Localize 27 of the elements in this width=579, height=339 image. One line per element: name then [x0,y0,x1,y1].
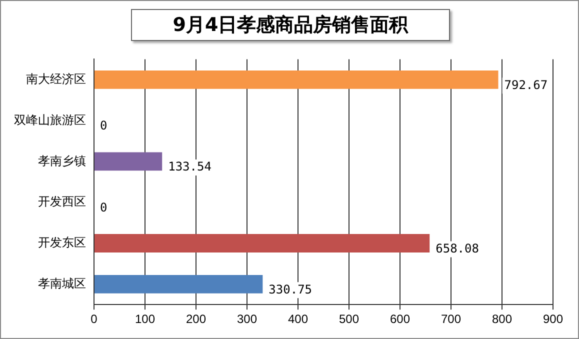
x-tick-label: 300 [236,312,258,326]
data-label: 0 [100,200,108,214]
bar [94,234,430,252]
bar [94,274,263,294]
x-tick-label: 700 [440,312,462,326]
y-tick-label: 孝南乡镇 [38,154,86,168]
y-tick-label: 南大经济区 [26,72,86,86]
x-tick-label: 200 [186,312,206,326]
bar [94,152,162,171]
bar [94,70,498,89]
data-label: 658.08 [436,241,479,256]
data-label: 0 [100,118,108,133]
data-label: 133.54 [168,160,212,174]
x-tick-label: 500 [338,312,360,326]
data-label: 330.75 [268,282,312,296]
y-tick-label: 开发东区 [38,236,86,250]
x-tick-label: 900 [542,312,564,326]
y-tick-label: 开发西区 [38,194,86,209]
y-tick-label: 双峰山旅游区 [14,112,86,127]
x-tick-label: 100 [134,312,156,326]
x-tick-label: 400 [288,312,308,326]
x-tick-label: 0 [90,312,98,326]
y-tick-label: 孝南城区 [38,276,86,290]
x-tick-label: 600 [390,312,410,326]
x-tick-label: 800 [492,312,512,326]
data-label: 792.67 [504,78,548,92]
chart-title: 9月4日孝感商品房销售面积 [131,9,450,41]
